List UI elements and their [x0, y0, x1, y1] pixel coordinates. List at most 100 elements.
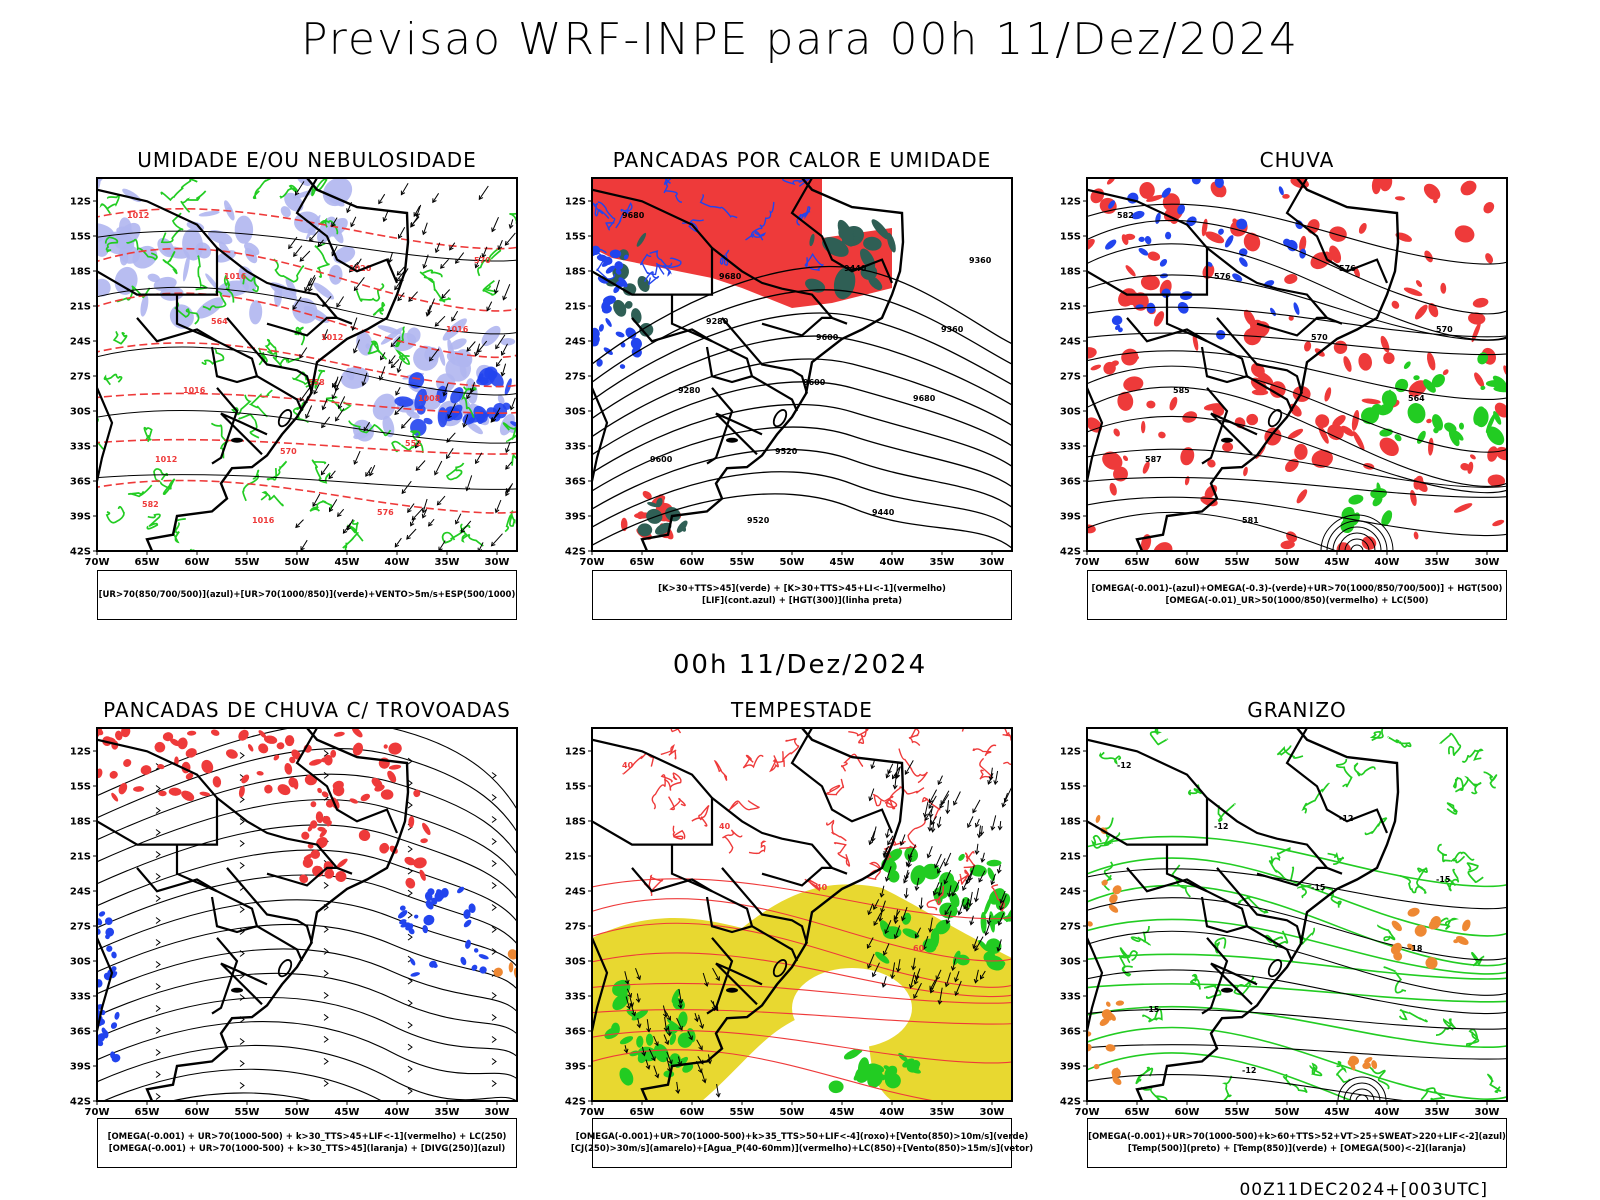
lat-tick-label: 27S: [1060, 372, 1081, 383]
contour-label: 585: [1173, 386, 1190, 395]
panel-title-pancadas-calor: PANCADAS POR CALOR E UMIDADE: [612, 148, 992, 172]
contour-label: 9280: [678, 386, 701, 395]
contour-label: 9360: [969, 256, 992, 265]
lat-tick-label: 27S: [70, 372, 91, 383]
contour-label: 9600: [803, 378, 826, 387]
lon-tick-label: 30W: [485, 1107, 510, 1118]
contour-label: 1020: [349, 264, 372, 273]
map-frame: [96, 727, 518, 1102]
lat-tick-label: 15S: [565, 232, 586, 243]
lat-tick-label: 39S: [1060, 1062, 1081, 1073]
contour-label: -12: [1339, 814, 1353, 823]
lat-tick-label: 15S: [1060, 232, 1081, 243]
lat-tick-label: 18S: [1060, 267, 1081, 278]
lon-tick-label: 60W: [185, 1107, 210, 1118]
lat-tick-label: 42S: [1060, 1097, 1081, 1108]
lon-tick-label: 45W: [830, 557, 855, 568]
lon-tick-label: 70W: [1075, 1107, 1100, 1118]
lat-tick-label: 36S: [70, 477, 91, 488]
lat-tick-label: 33S: [1060, 442, 1081, 453]
lat-tick-label: 36S: [1060, 1027, 1081, 1038]
lon-tick-label: 50W: [1275, 1107, 1300, 1118]
lat-tick-label: 36S: [565, 477, 586, 488]
legend-line: [OMEGA(-0.001)-(azul)+OMEGA(-0.3)-(verde…: [1091, 584, 1503, 594]
lon-tick-label: 35W: [930, 1107, 955, 1118]
contour-label: 564: [1408, 394, 1425, 403]
lon-tick-label: 65W: [630, 557, 655, 568]
lon-tick-label: 65W: [135, 557, 160, 568]
forecast-time-label: 00h 11/Dez/2024: [672, 650, 928, 680]
legend-line: [CJ(250)>30m/s](amarelo)+[Agua_P(40-60mm…: [570, 1144, 1034, 1154]
contour-label: -12: [1117, 761, 1131, 770]
map-panel-umidade: 1012 1016 1012 1008 1012 1016 1020 1016 1016 570 5…: [70, 177, 518, 568]
lon-tick-label: 40W: [1375, 557, 1400, 568]
map-field-pancadas-calor: 9680 9680 9600 9680 9600 9520 9440 9360 9280 9520…: [592, 178, 1012, 551]
lat-tick-label: 21S: [1060, 302, 1081, 313]
lat-tick-label: 24S: [70, 887, 91, 898]
lon-tick-label: 45W: [830, 1107, 855, 1118]
contour-label: 552: [405, 439, 422, 448]
legend-line: [OMEGA(-0.001)+UR>70(1000-500)+k>35_TTS>…: [575, 1132, 1029, 1142]
lat-tick-label: 24S: [1060, 337, 1081, 348]
lat-tick-label: 27S: [565, 922, 586, 933]
contour-label: 570: [280, 447, 297, 456]
contour-label: 1008: [418, 394, 441, 403]
contour-label: 9520: [775, 447, 798, 456]
lat-tick-label: 42S: [70, 1097, 91, 1108]
legend-pancadas-calor: [K>30+TTS>45](verde) + [K>30+TTS>45+LI<-…: [592, 570, 1012, 620]
lat-tick-label: 12S: [70, 747, 91, 758]
lon-tick-label: 35W: [1425, 1107, 1450, 1118]
lat-tick-label: 33S: [1060, 992, 1081, 1003]
legend-line: [OMEGA(-0.01)_UR>50(1000/850)(vermelho) …: [1165, 596, 1429, 606]
lon-tick-label: 50W: [1275, 557, 1300, 568]
lat-tick-label: 33S: [565, 442, 586, 453]
lon-tick-label: 35W: [930, 557, 955, 568]
lon-tick-label: 30W: [1475, 1107, 1500, 1118]
lat-tick-label: 30S: [1060, 407, 1081, 418]
lat-tick-label: 30S: [565, 407, 586, 418]
map-field-granizo: -12 -12 -15 -18 -15 -12 -12 -15: [1087, 728, 1507, 1101]
lat-tick-label: 12S: [1060, 747, 1081, 758]
contour-label: 582: [142, 500, 159, 509]
contour-label: 558: [308, 378, 325, 387]
lat-tick-label: 12S: [70, 197, 91, 208]
contour-label: 9440: [844, 264, 867, 273]
contour-label: 587: [1145, 455, 1162, 464]
lon-tick-label: 45W: [335, 557, 360, 568]
lon-tick-label: 40W: [880, 1107, 905, 1118]
lon-tick-label: 55W: [1225, 557, 1250, 568]
lon-tick-label: 60W: [185, 557, 210, 568]
lon-tick-label: 50W: [780, 557, 805, 568]
lon-tick-label: 55W: [1225, 1107, 1250, 1118]
lon-tick-label: 70W: [580, 1107, 605, 1118]
contour-label: 570: [474, 256, 491, 265]
contour-label: -15: [1436, 875, 1451, 884]
panel-title-pancadas-trovoadas: PANCADAS DE CHUVA C/ TROVOADAS: [103, 698, 511, 722]
lat-tick-label: 15S: [1060, 782, 1081, 793]
lon-tick-label: 65W: [135, 1107, 160, 1118]
contour-label: -12: [1242, 1066, 1256, 1075]
lat-tick-label: 39S: [70, 512, 91, 523]
map-frame: [591, 177, 1013, 552]
contour-label: 1012: [127, 211, 149, 220]
lon-tick-label: 65W: [1125, 1107, 1150, 1118]
contour-label: 576: [1339, 264, 1356, 273]
lon-tick-label: 55W: [235, 1107, 260, 1118]
legend-tempestade: [OMEGA(-0.001)+UR>70(1000-500)+k>35_TTS>…: [571, 1118, 1033, 1168]
contour-label: 576: [377, 508, 394, 517]
contour-label: 570: [1311, 333, 1328, 342]
lon-tick-label: 30W: [1475, 557, 1500, 568]
contour-label: 40: [816, 883, 828, 892]
lon-tick-label: 55W: [235, 557, 260, 568]
lon-tick-label: 70W: [1075, 557, 1100, 568]
contour-label: 1012: [155, 455, 177, 464]
lat-tick-label: 33S: [70, 992, 91, 1003]
lon-tick-label: 40W: [1375, 1107, 1400, 1118]
contour-label: 9280: [706, 317, 729, 326]
lat-tick-label: 18S: [70, 267, 91, 278]
lon-tick-label: 45W: [1325, 1107, 1350, 1118]
lon-tick-label: 70W: [85, 557, 110, 568]
lon-tick-label: 65W: [1125, 557, 1150, 568]
contour-label: 1016: [183, 386, 206, 395]
lat-tick-label: 24S: [565, 337, 586, 348]
